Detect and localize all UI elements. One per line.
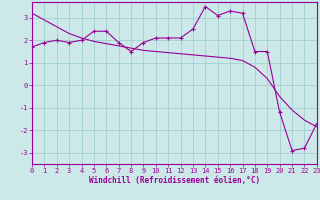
X-axis label: Windchill (Refroidissement éolien,°C): Windchill (Refroidissement éolien,°C): [89, 176, 260, 185]
